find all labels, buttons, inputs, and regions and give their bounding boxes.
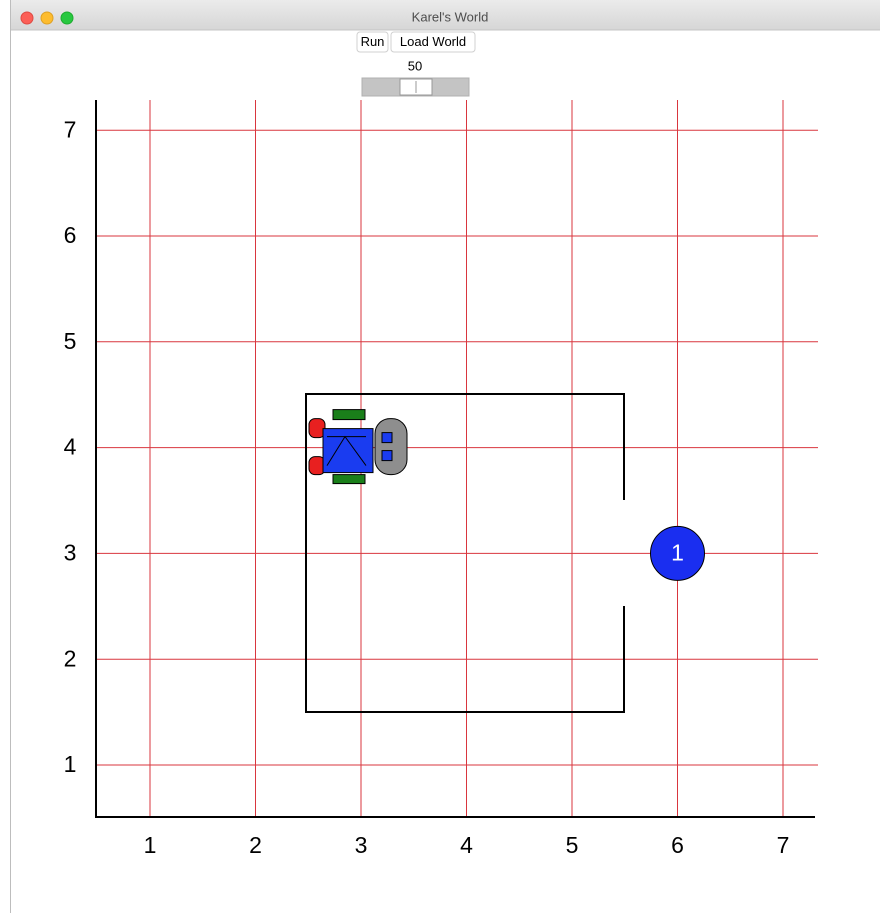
y-tick-label: 6 bbox=[64, 222, 77, 248]
x-tick-label: 1 bbox=[144, 832, 157, 858]
x-tick-label: 4 bbox=[460, 832, 473, 858]
grid bbox=[96, 100, 818, 817]
x-tick-label: 2 bbox=[249, 832, 262, 858]
x-tick-label: 3 bbox=[355, 832, 368, 858]
eye bbox=[381, 450, 393, 462]
tread bbox=[332, 474, 366, 485]
head bbox=[374, 418, 408, 476]
y-tick-label: 5 bbox=[64, 328, 77, 354]
x-tick-label: 6 bbox=[671, 832, 684, 858]
tread bbox=[332, 409, 366, 421]
window-title: Karel's World bbox=[412, 9, 489, 24]
body bbox=[322, 428, 374, 474]
minimize-button[interactable] bbox=[40, 11, 54, 25]
wall bbox=[305, 393, 625, 713]
beepers: 1 bbox=[650, 525, 705, 581]
run-button[interactable]: Run bbox=[356, 31, 389, 53]
button-label: Load World bbox=[400, 34, 466, 49]
walls bbox=[305, 393, 625, 713]
slider-value: 50 bbox=[408, 58, 422, 73]
y-tick-label: 4 bbox=[64, 434, 77, 460]
zoom-button[interactable] bbox=[60, 11, 74, 25]
load-world-button[interactable]: Load World bbox=[390, 31, 476, 53]
x-tick-label: 5 bbox=[566, 832, 579, 858]
x-tick-label: 7 bbox=[777, 832, 790, 858]
y-tick-label: 1 bbox=[64, 751, 77, 777]
title-bar bbox=[10, 0, 880, 30]
close-button[interactable] bbox=[20, 11, 34, 25]
button-label: Run bbox=[361, 34, 385, 49]
y-tick-label: 3 bbox=[64, 539, 77, 565]
beeper bbox=[650, 525, 705, 581]
beeper-count: 1 bbox=[671, 539, 684, 565]
eye bbox=[381, 432, 393, 444]
y-tick-label: 2 bbox=[64, 645, 77, 671]
y-tick-label: 7 bbox=[64, 116, 77, 142]
body-line bbox=[326, 435, 367, 466]
karel bbox=[308, 409, 408, 485]
